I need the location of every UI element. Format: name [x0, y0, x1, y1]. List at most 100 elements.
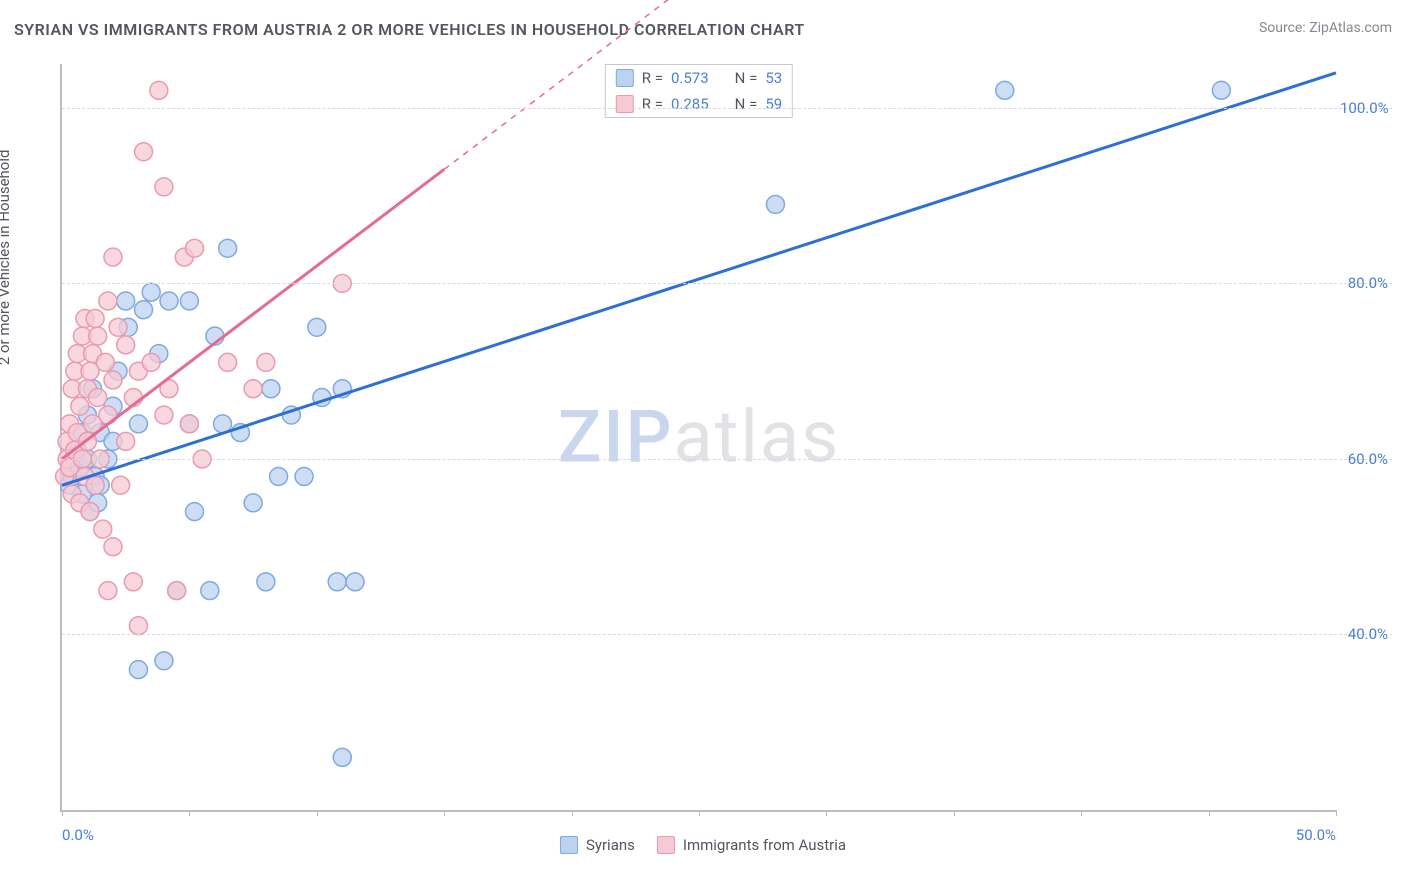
x-tick-mark [1336, 810, 1337, 816]
data-point [99, 406, 117, 424]
stat-n-value: 53 [765, 69, 782, 87]
chart-title: SYRIAN VS IMMIGRANTS FROM AUSTRIA 2 OR M… [14, 20, 805, 39]
legend-item: Immigrants from Austria [657, 836, 846, 854]
data-point [124, 573, 142, 591]
data-point [104, 248, 122, 266]
stat-n-value: 59 [765, 95, 782, 113]
data-point [117, 336, 135, 354]
x-tick-label: 50.0% [1296, 826, 1336, 844]
data-point [86, 310, 104, 328]
x-tick-mark [826, 810, 827, 816]
trend-line [62, 169, 444, 459]
stats-row: R = 0.573 N = 53 [606, 65, 792, 91]
data-point [135, 143, 153, 161]
data-point [89, 327, 107, 345]
data-point [168, 582, 186, 600]
plot-area: ZIPatlas R =0.573N =53R =0.285N =59 40.0… [60, 64, 1336, 812]
stat-r-label: R = [642, 69, 663, 87]
plot-svg [62, 64, 1336, 810]
x-tick-mark [189, 810, 190, 816]
data-point [295, 468, 313, 486]
data-point [117, 432, 135, 450]
data-point [219, 353, 237, 371]
data-point [109, 318, 127, 336]
data-point [996, 81, 1014, 99]
data-point [150, 81, 168, 99]
data-point [129, 617, 147, 635]
stat-r-label: R = [642, 95, 663, 113]
data-point [201, 582, 219, 600]
x-tick-mark [572, 810, 573, 816]
legend-swatch [616, 69, 634, 87]
data-point [96, 353, 114, 371]
data-point [104, 371, 122, 389]
stat-r-value: 0.573 [671, 69, 709, 87]
data-point [308, 318, 326, 336]
legend-item: Syrians [560, 836, 635, 854]
x-tick-mark [699, 810, 700, 816]
legend-label: Syrians [586, 836, 635, 854]
legend-swatch [560, 836, 578, 854]
data-point [180, 292, 198, 310]
y-tick-label: 40.0% [1340, 625, 1392, 643]
x-tick-mark [62, 810, 63, 816]
y-axis-label: 2 or more Vehicles in Household [0, 150, 13, 366]
data-point [99, 582, 117, 600]
data-point [244, 380, 262, 398]
data-point [333, 748, 351, 766]
data-point [71, 397, 89, 415]
stat-n-label: N = [735, 95, 758, 113]
data-point [257, 573, 275, 591]
gridline [62, 634, 1392, 635]
data-point [270, 468, 288, 486]
data-point [142, 283, 160, 301]
gridline [62, 108, 1392, 109]
data-point [89, 389, 107, 407]
data-point [219, 239, 237, 257]
data-point [117, 292, 135, 310]
stat-n-label: N = [735, 69, 758, 87]
data-point [160, 292, 178, 310]
data-point [186, 239, 204, 257]
source-label: Source: ZipAtlas.com [1259, 20, 1392, 36]
x-tick-mark [1081, 810, 1082, 816]
data-point [112, 476, 130, 494]
data-point [155, 652, 173, 670]
data-point [155, 178, 173, 196]
x-tick-mark [317, 810, 318, 816]
gridline [62, 459, 1392, 460]
legend-swatch [616, 95, 634, 113]
data-point [262, 380, 280, 398]
data-point [86, 476, 104, 494]
legend-swatch [657, 836, 675, 854]
data-point [129, 661, 147, 679]
data-point [180, 415, 198, 433]
x-tick-mark [1209, 810, 1210, 816]
x-tick-mark [954, 810, 955, 816]
data-point [346, 573, 364, 591]
chart-container: 2 or more Vehicles in Household ZIPatlas… [14, 56, 1392, 872]
stats-row: R = 0.285 N = 59 [606, 91, 792, 117]
data-point [155, 406, 173, 424]
data-point [1212, 81, 1230, 99]
data-point [81, 503, 99, 521]
gridline [62, 283, 1392, 284]
stats-legend-box: R = 0.573 N = 53 R = 0.285 N = 59 [605, 64, 793, 118]
data-point [186, 503, 204, 521]
legend-label: Immigrants from Austria [683, 836, 846, 854]
data-point [94, 520, 112, 538]
data-point [766, 195, 784, 213]
data-point [99, 292, 117, 310]
data-point [257, 353, 275, 371]
data-point [104, 538, 122, 556]
data-point [135, 301, 153, 319]
x-tick-mark [444, 810, 445, 816]
x-tick-label: 0.0% [62, 826, 94, 844]
data-point [142, 353, 160, 371]
data-point [129, 415, 147, 433]
stat-r-value: 0.285 [671, 95, 709, 113]
y-tick-label: 60.0% [1340, 450, 1392, 468]
data-point [244, 494, 262, 512]
y-tick-label: 80.0% [1340, 274, 1392, 292]
trend-line [62, 73, 1336, 485]
